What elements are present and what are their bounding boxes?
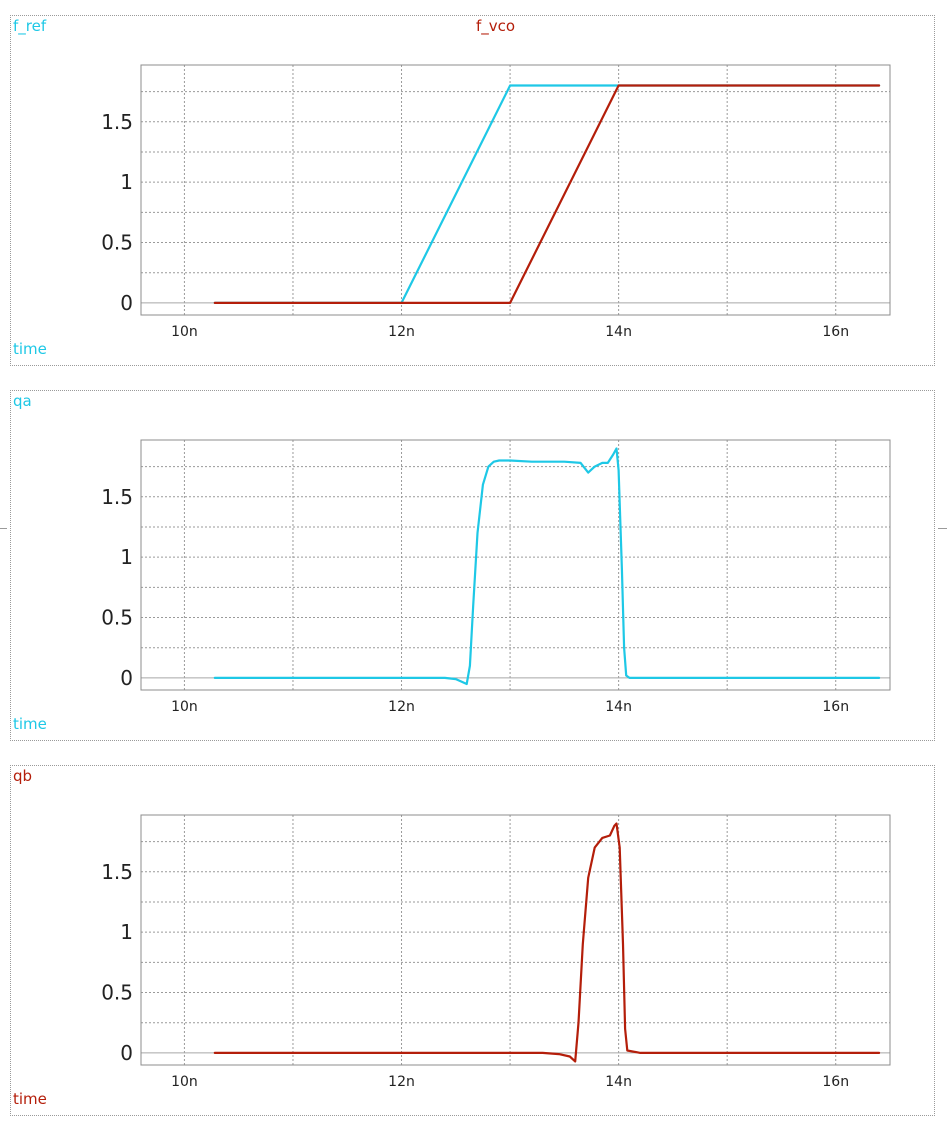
signal-label-qb[interactable]: qb <box>13 767 33 785</box>
waveform-panel-2[interactable]: 0 0.5 1 1.5 10n 12n 14n 16n qa time <box>10 390 935 741</box>
x-axis-label: time <box>13 715 47 733</box>
waveform-panel-3[interactable]: 0 0.5 1 1.5 10n 12n 14n 16n qb time <box>10 765 935 1116</box>
y-tick-label: 1.5 <box>101 110 133 134</box>
x-tick-label: 16n <box>822 699 849 715</box>
y-tick-label: 1 <box>120 170 133 194</box>
x-tick-label: 10n <box>171 699 198 715</box>
signal-label-f-vco[interactable]: f_vco <box>476 17 516 35</box>
plot-area: 0 0.5 1 1.5 10n 12n 14n 16n <box>101 814 891 1090</box>
x-tick-label: 14n <box>605 699 632 715</box>
waveform-panel-1[interactable]: 0 0.5 1 1.5 10n 12n 14n 16n f_ref f_vco time <box>10 15 935 366</box>
x-tick-label: 14n <box>605 324 632 340</box>
y-tick-label: 0.5 <box>101 981 133 1005</box>
y-tick-label: 1.5 <box>101 485 133 509</box>
y-tick-label: 0.5 <box>101 231 133 255</box>
plot-area: 0 0.5 1 1.5 10n 12n 14n 16n <box>101 439 891 715</box>
plot-area: 0 0.5 1 1.5 10n 12n 14n 16n <box>101 64 891 340</box>
x-tick-label: 10n <box>171 324 198 340</box>
x-tick-label: 12n <box>388 324 415 340</box>
plot-frame <box>140 439 891 691</box>
x-tick-label: 10n <box>171 1074 198 1090</box>
window-divider-right <box>938 528 947 529</box>
x-tick-label: 14n <box>605 1074 632 1090</box>
y-tick-label: 0 <box>120 666 133 690</box>
signal-label-f-ref[interactable]: f_ref <box>13 17 47 35</box>
y-tick-label: 0.5 <box>101 606 133 630</box>
plot-frame <box>140 814 891 1066</box>
y-tick-label: 1.5 <box>101 860 133 884</box>
series-line-f-vco <box>213 84 881 304</box>
series-line-f-ref <box>213 84 881 304</box>
x-axis-label: time <box>13 1090 47 1108</box>
plot-frame <box>140 64 891 316</box>
y-tick-label: 0 <box>120 1041 133 1065</box>
x-axis-label: time <box>13 340 47 358</box>
series-line-qb <box>213 822 881 1063</box>
y-tick-label: 0 <box>120 291 133 315</box>
signal-label-qa[interactable]: qa <box>13 392 32 410</box>
x-tick-label: 12n <box>388 1074 415 1090</box>
series-line-qa <box>213 447 881 686</box>
x-tick-label: 16n <box>822 324 849 340</box>
window-divider-left <box>0 528 7 529</box>
x-tick-label: 16n <box>822 1074 849 1090</box>
y-tick-label: 1 <box>120 545 133 569</box>
y-tick-label: 1 <box>120 920 133 944</box>
x-tick-label: 12n <box>388 699 415 715</box>
